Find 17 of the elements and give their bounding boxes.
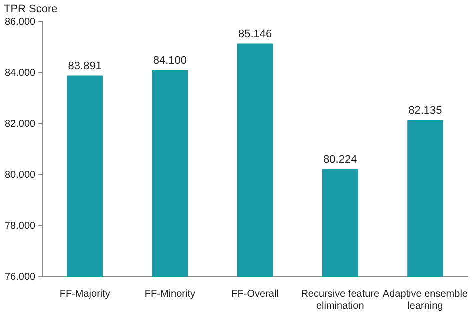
x-tick-label: Recursive feature elimination (301, 288, 380, 312)
y-tick-label: 80.000 (4, 170, 36, 181)
x-tick-label: Adaptive ensemble learning (382, 288, 468, 312)
y-tick-label: 78.000 (4, 220, 36, 232)
data-label: 85.146 (238, 28, 272, 40)
data-label: 82.135 (408, 105, 442, 118)
y-tick-label: 86.000 (4, 16, 36, 28)
y-axis-title: TPR Score (4, 4, 58, 16)
x-tick-label: FF-Majority (60, 288, 110, 300)
data-label: 84.100 (153, 54, 188, 67)
y-tick-label: 82.000 (4, 118, 36, 130)
data-label: 83.891 (68, 60, 102, 72)
x-tick-label: FF-Minority (144, 288, 196, 300)
y-tick-label: 76.000 (4, 272, 36, 283)
x-tick-label: FF-Overall (232, 288, 279, 300)
y-tick-label: 84.000 (4, 68, 36, 79)
data-label: 80.224 (324, 154, 358, 166)
